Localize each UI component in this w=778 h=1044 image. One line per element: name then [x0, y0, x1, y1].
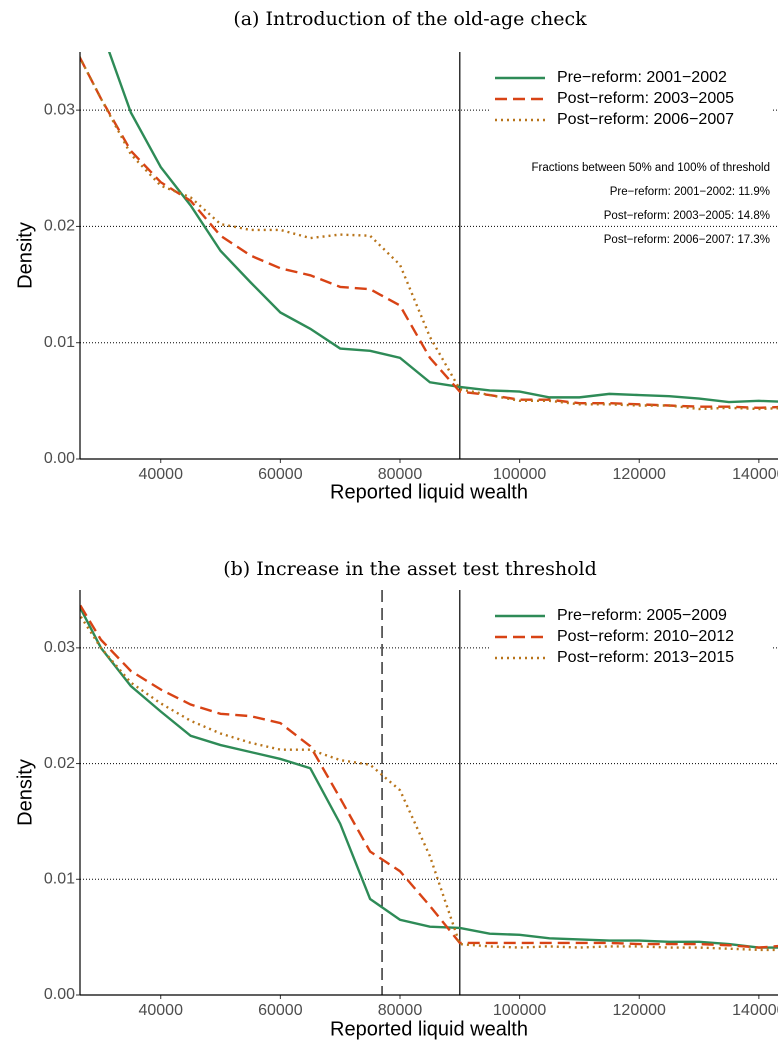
data-line: [80, 602, 778, 949]
x-tick-label: 120000: [613, 466, 666, 483]
y-tick-label: 0.02: [44, 218, 75, 235]
legend-label: Post−reform: 2013−2015: [557, 649, 734, 666]
y-tick-label: 0.02: [44, 755, 75, 772]
legend-label: Post−reform: 2003−2005: [557, 90, 734, 107]
x-tick-label: 60000: [258, 466, 303, 483]
panel: (b) Increase in the asset test threshold…: [14, 558, 778, 1040]
data-line: [107, 52, 778, 404]
y-tick-label: 0.03: [44, 101, 75, 118]
y-tick-label: 0.03: [44, 639, 75, 656]
y-tick-label: 0.00: [44, 986, 75, 1003]
x-tick-label: 40000: [138, 1002, 183, 1019]
annotation-bg: [527, 160, 774, 176]
annotation-bg: [605, 184, 774, 200]
panel-title: (a) Introduction of the old-age check: [233, 8, 587, 30]
data-line: [80, 55, 778, 411]
x-axis-label: Reported liquid wealth: [330, 481, 528, 503]
panel-title: (b) Increase in the asset test threshold: [223, 558, 597, 580]
y-axis-label: Density: [14, 222, 36, 289]
legend-label: Pre−reform: 2001−2002: [557, 69, 727, 86]
x-tick-label: 120000: [613, 1002, 666, 1019]
x-tick-label: 140000: [732, 466, 778, 483]
panel: (a) Introduction of the old-age check Rep…: [14, 8, 778, 503]
y-tick-label: 0.00: [44, 450, 75, 467]
x-tick-label: 140000: [732, 1002, 778, 1019]
x-axis-label: Reported liquid wealth: [330, 1018, 528, 1040]
y-tick-label: 0.01: [44, 871, 75, 888]
annotation: Post−reform: 2003−2005: 14.8%: [604, 210, 770, 222]
x-tick-label: 100000: [493, 1002, 546, 1019]
x-tick-label: 60000: [258, 1002, 303, 1019]
annotation-bg: [599, 208, 774, 224]
x-tick-label: 40000: [138, 466, 183, 483]
x-tick-label: 100000: [493, 466, 546, 483]
annotation-bg: [599, 232, 774, 248]
legend-label: Pre−reform: 2005−2009: [557, 607, 727, 624]
data-line: [80, 613, 778, 952]
x-tick-label: 80000: [378, 466, 423, 483]
y-axis-label: Density: [14, 759, 36, 826]
annotation: Fractions between 50% and 100% of thresh…: [532, 162, 770, 174]
data-line: [80, 604, 778, 949]
annotation: Post−reform: 2006−2007: 17.3%: [604, 234, 770, 246]
x-tick-label: 80000: [378, 1002, 423, 1019]
annotation: Pre−reform: 2001−2002: 11.9%: [610, 186, 770, 198]
legend-label: Post−reform: 2010−2012: [557, 628, 734, 645]
legend-label: Post−reform: 2006−2007: [557, 111, 734, 128]
y-tick-label: 0.01: [44, 334, 75, 351]
